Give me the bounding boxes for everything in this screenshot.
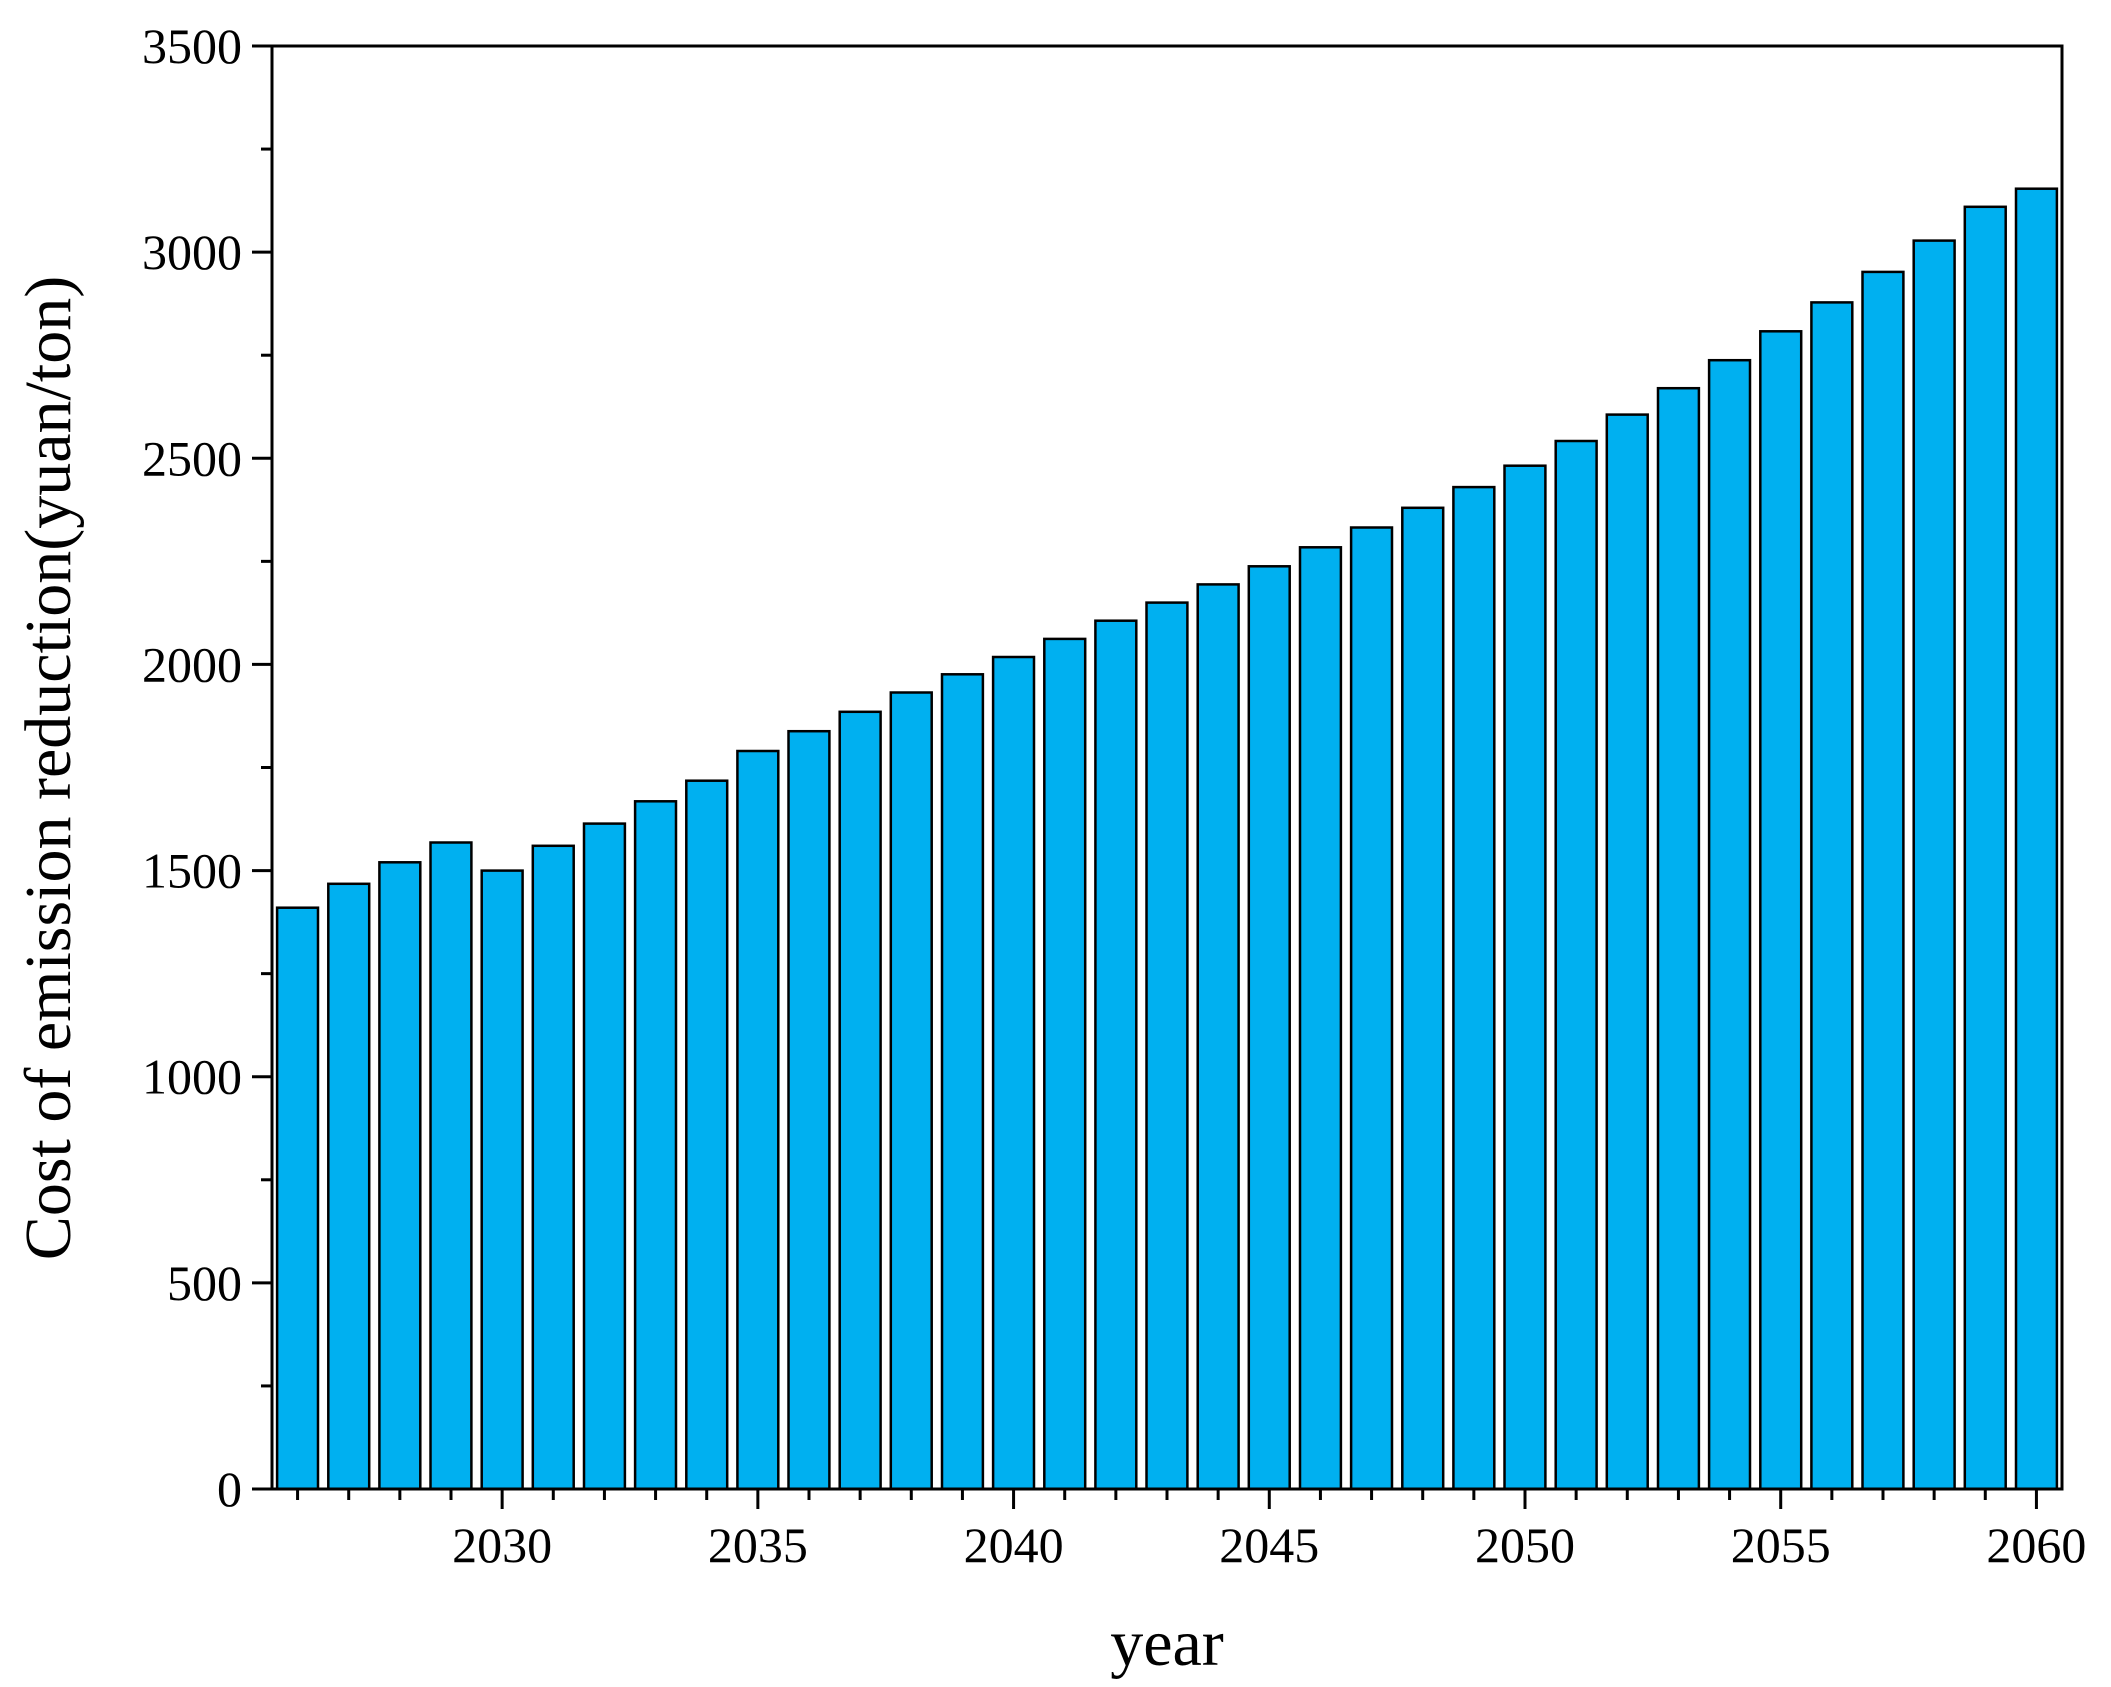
x-tick-label: 2030 [452, 1517, 552, 1573]
bar-2049 [1452, 485, 1496, 1491]
x-tick-label: 2035 [708, 1517, 808, 1573]
x-tick-label: 2060 [1986, 1517, 2086, 1573]
y-tick-label: 3000 [142, 224, 242, 280]
y-tick-label: 1000 [142, 1049, 242, 1105]
bar-2054 [1707, 358, 1752, 1491]
y-tick-label: 3500 [142, 18, 242, 74]
x-tick-label: 2040 [964, 1517, 1064, 1573]
bar-2045 [1247, 565, 1291, 1491]
bar-2042 [1094, 619, 1138, 1491]
bar-2033 [633, 800, 678, 1491]
bar-2050 [1503, 464, 1547, 1491]
bar-2035 [736, 749, 780, 1491]
bar-2037 [838, 710, 882, 1491]
bar-2030 [480, 869, 524, 1491]
bar-2047 [1349, 526, 1394, 1491]
bar-2039 [940, 673, 985, 1491]
bars [275, 187, 2059, 1491]
bar-2029 [429, 841, 473, 1491]
bar-2026 [275, 906, 320, 1491]
bar-2046 [1298, 546, 1343, 1491]
bar-2036 [787, 729, 831, 1491]
bar-2028 [378, 861, 422, 1491]
y-tick-label: 1500 [142, 843, 242, 899]
bar-2060 [2014, 187, 2059, 1491]
x-axis-title: year [1110, 1607, 1224, 1680]
bar-2044 [1196, 583, 1240, 1491]
bar-2055 [1759, 330, 1803, 1491]
y-tick-label: 2000 [142, 636, 242, 692]
bar-2031 [531, 844, 575, 1491]
y-tick-label: 2500 [142, 430, 242, 486]
bar-2057 [1861, 270, 1905, 1491]
bar-2052 [1605, 413, 1649, 1491]
bar-2053 [1656, 386, 1701, 1491]
bar-2040 [991, 655, 1036, 1491]
x-tick-label: 2045 [1219, 1517, 1319, 1573]
axes: 0 500 1000 1500 2000 2500 3000 3500 2030 2035 2040… [142, 18, 2086, 1573]
y-axis-title: Cost of emission reduction(yuan/ton) [12, 276, 85, 1260]
bar-2059 [1963, 205, 2007, 1491]
bar-2041 [1043, 637, 1087, 1491]
bar-2058 [1912, 239, 1956, 1491]
y-tick-label: 500 [167, 1255, 242, 1311]
x-tick-label: 2050 [1475, 1517, 1575, 1573]
x-tick-label: 2055 [1731, 1517, 1831, 1573]
y-tick-label: 0 [217, 1461, 242, 1517]
bar-2032 [582, 822, 627, 1491]
bar-2048 [1401, 506, 1445, 1491]
bar-2034 [685, 779, 729, 1491]
bar-2051 [1554, 439, 1598, 1491]
bar-2027 [327, 882, 371, 1491]
bar-2043 [1145, 601, 1189, 1491]
bar-2056 [1810, 301, 1854, 1491]
bar-2038 [889, 691, 933, 1491]
